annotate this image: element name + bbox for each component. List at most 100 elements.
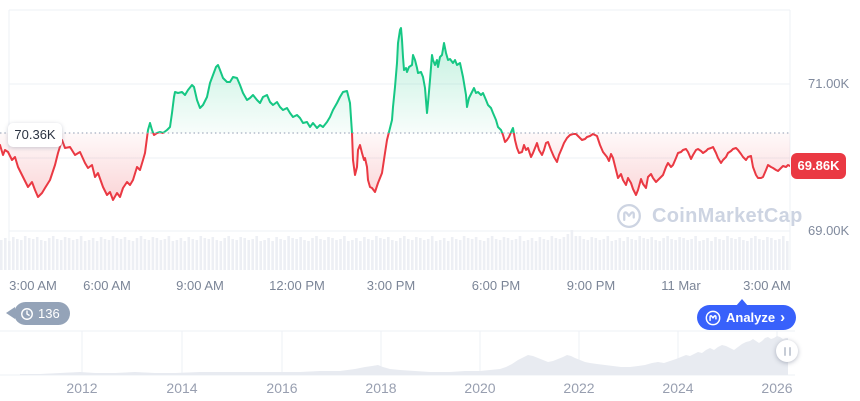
volume-bar xyxy=(4,238,7,270)
volume-bar xyxy=(287,236,290,270)
year-axis-label: 2018 xyxy=(365,380,397,396)
year-axis-label: 2014 xyxy=(166,380,198,396)
volume-bar xyxy=(642,238,645,270)
volume-bar xyxy=(506,238,510,270)
volume-bar xyxy=(359,241,362,270)
volume-bar xyxy=(438,240,442,270)
volume-bar xyxy=(95,241,99,270)
volume-bar xyxy=(75,239,79,270)
volume-bar xyxy=(59,240,63,270)
volume-bar xyxy=(686,240,689,270)
volume-bar xyxy=(566,234,570,270)
volume-bar xyxy=(534,241,538,270)
volume-bar xyxy=(778,239,781,270)
volume-bar xyxy=(143,239,147,270)
volume-bar xyxy=(0,240,3,270)
volume-bar xyxy=(135,238,139,270)
volume-bar xyxy=(678,237,681,270)
volume-bar xyxy=(87,240,91,270)
volume-bar xyxy=(510,240,514,270)
volume-bar xyxy=(734,239,737,270)
volume-bar xyxy=(442,238,446,270)
volume-bar xyxy=(718,239,721,270)
volume-bar xyxy=(462,236,466,270)
volume-bar xyxy=(782,236,785,270)
timeline-drag-handle[interactable] xyxy=(776,340,798,362)
volume-bar xyxy=(279,239,282,270)
volume-bar xyxy=(514,239,518,270)
volume-bar xyxy=(786,241,789,270)
volume-bar xyxy=(271,241,274,270)
volume-bar xyxy=(363,237,366,270)
volume-bar xyxy=(387,237,390,270)
price-area-down xyxy=(0,133,790,200)
volume-bar xyxy=(746,241,749,270)
analyze-button[interactable]: Analyze › xyxy=(697,299,797,330)
volume-bar xyxy=(375,236,378,270)
volume-bar xyxy=(119,239,123,270)
volume-bar xyxy=(323,240,326,270)
volume-bar xyxy=(339,239,342,270)
volume-bar xyxy=(207,239,211,270)
volume-bar xyxy=(610,241,614,270)
volume-bar xyxy=(726,236,729,270)
volume-bar xyxy=(546,240,550,270)
volume-bar xyxy=(379,238,382,270)
volume-bar xyxy=(582,239,586,270)
volume-bar xyxy=(558,239,562,270)
x-axis-label: 3:00 AM xyxy=(9,278,57,293)
volume-bar xyxy=(347,241,350,270)
volume-bar xyxy=(107,240,111,270)
volume-bar xyxy=(682,238,685,270)
volume-bar xyxy=(710,241,713,270)
volume-bar xyxy=(16,239,19,270)
history-count-badge[interactable]: 136 xyxy=(6,302,70,325)
volume-bar xyxy=(307,241,310,270)
volume-bar xyxy=(171,241,175,270)
volume-bar xyxy=(658,241,661,270)
volume-bar xyxy=(47,238,51,270)
volume-bar xyxy=(478,240,482,270)
y-axis-label-69k: 69.00K xyxy=(808,223,850,238)
volume-bar xyxy=(275,237,278,270)
volume-bar xyxy=(522,241,526,270)
year-axis-label: 2022 xyxy=(563,380,595,396)
volume-bar xyxy=(255,236,258,270)
volume-bar xyxy=(490,236,494,270)
volume-bar xyxy=(450,237,454,270)
volume-bar xyxy=(706,238,709,270)
volume-bar xyxy=(622,241,625,270)
volume-bar xyxy=(446,241,450,270)
timeline-brush[interactable] xyxy=(0,325,860,401)
volume-bar xyxy=(403,236,406,270)
volume-bar xyxy=(299,237,302,270)
volume-bar xyxy=(482,241,486,270)
volume-bar xyxy=(351,240,354,270)
x-axis-label: 9:00 AM xyxy=(176,278,224,293)
volume-bar xyxy=(343,236,346,270)
volume-bar xyxy=(670,239,673,270)
volume-bar xyxy=(303,240,306,270)
year-axis-label: 2012 xyxy=(66,380,98,396)
volume-bar xyxy=(23,236,27,270)
volume-bar xyxy=(411,240,414,270)
volume-bar xyxy=(602,239,606,270)
volume-bar xyxy=(291,238,294,270)
volume-bar xyxy=(614,240,618,270)
volume-bar xyxy=(55,239,59,270)
volume-bar xyxy=(111,236,115,270)
watermark: CoinMarketCap xyxy=(616,203,803,229)
volume-bar xyxy=(754,236,757,270)
volume-bar xyxy=(594,238,598,270)
y-axis-label-71k: 71.00K xyxy=(808,76,850,91)
watermark-text: CoinMarketCap xyxy=(652,204,803,227)
baseline-price-label: 70.36K xyxy=(8,123,62,147)
price-chart[interactable] xyxy=(0,0,860,272)
volume-bar xyxy=(498,240,502,270)
year-axis-label: 2024 xyxy=(662,380,694,396)
volume-bar xyxy=(67,238,71,270)
analyze-label: Analyze xyxy=(726,310,776,325)
volume-bar xyxy=(606,236,610,270)
year-axis-label: 2016 xyxy=(266,380,298,396)
volume-bar xyxy=(650,237,653,270)
